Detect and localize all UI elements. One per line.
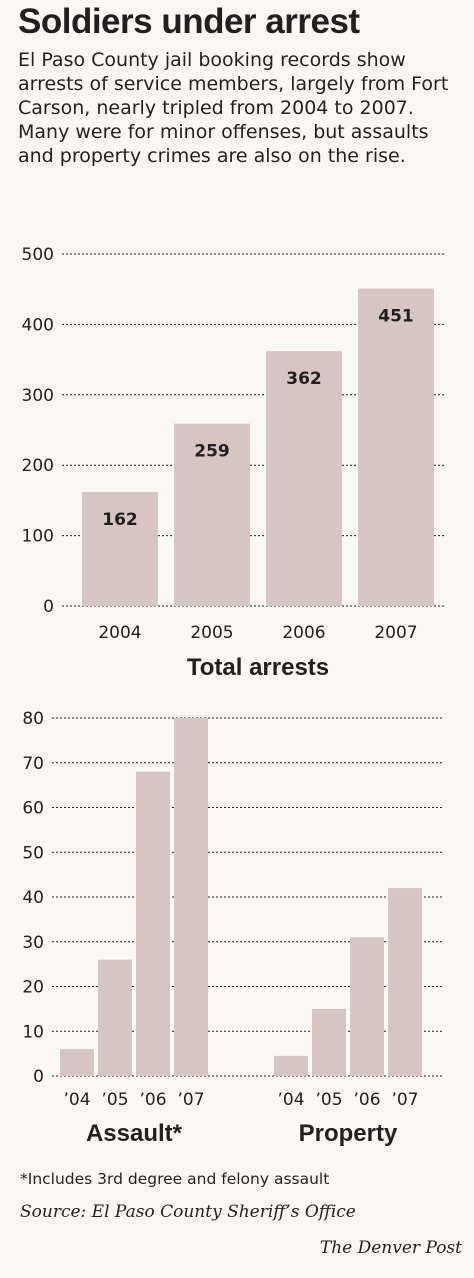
x-tick-label: ’07: [177, 1090, 204, 1110]
data-label: 362: [286, 369, 322, 389]
bar: [174, 423, 250, 606]
y-tick-label: 10: [22, 1022, 44, 1042]
footnote: *Includes 3rd degree and felony assault: [20, 1170, 330, 1188]
x-tick-label: 2005: [190, 623, 233, 643]
bar: [266, 351, 342, 606]
y-tick-label: 40: [22, 888, 44, 908]
bar: [358, 288, 434, 606]
bar: [174, 718, 208, 1076]
bar: [136, 771, 170, 1076]
y-tick-label: 400: [22, 315, 54, 335]
x-tick-label: ’05: [101, 1090, 128, 1110]
bar: [82, 491, 158, 606]
y-tick-label: 200: [22, 456, 54, 476]
bar: [388, 888, 422, 1076]
bar: [98, 959, 132, 1076]
y-tick-label: 50: [22, 843, 44, 863]
bar: [350, 937, 384, 1076]
y-tick-label: 100: [22, 527, 54, 547]
y-tick-label: 500: [22, 245, 54, 265]
x-tick-label: 2006: [282, 623, 325, 643]
group-title: Assault*: [86, 1120, 183, 1147]
x-tick-label: ’07: [391, 1090, 418, 1110]
y-tick-label: 0: [33, 1067, 44, 1087]
page-title: Soldiers under arrest: [18, 2, 360, 41]
source-line: Source: El Paso County Sheriff’s Office: [20, 1202, 356, 1222]
data-label: 162: [102, 510, 138, 530]
x-tick-label: ’04: [63, 1090, 90, 1110]
bar: [60, 1049, 94, 1076]
y-tick-label: 0: [43, 597, 54, 617]
y-tick-label: 20: [22, 978, 44, 998]
total-arrests-chart: 0 100 200 300 400 500 162 2004 259 2005 362 2006 451…: [22, 245, 446, 681]
y-tick-label: 30: [22, 933, 44, 953]
x-tick-label: ’04: [277, 1090, 304, 1110]
x-tick-label: ’05: [315, 1090, 342, 1110]
intro-text: El Paso County jail booking records show…: [18, 49, 449, 167]
y-tick-label: 80: [22, 709, 44, 729]
bar: [274, 1055, 308, 1076]
x-tick-label: 2007: [374, 623, 417, 643]
x-tick-label: ’06: [353, 1090, 380, 1110]
x-tick-label: ’06: [139, 1090, 166, 1110]
chart-title: Total arrests: [187, 654, 329, 681]
credit-line: The Denver Post: [319, 1238, 462, 1258]
bar: [312, 1008, 346, 1076]
y-tick-label: 60: [22, 799, 44, 819]
data-label: 259: [194, 442, 230, 462]
y-tick-label: 70: [22, 754, 44, 774]
x-tick-label: 2004: [98, 623, 141, 643]
group-title: Property: [299, 1120, 398, 1147]
data-label: 451: [378, 306, 414, 326]
y-tick-label: 300: [22, 386, 54, 406]
assault-property-chart: 0 10 20 30 40 50 60 70 80 ’04 ’05 ’06 ’07 Assault* ’04…: [22, 709, 444, 1147]
